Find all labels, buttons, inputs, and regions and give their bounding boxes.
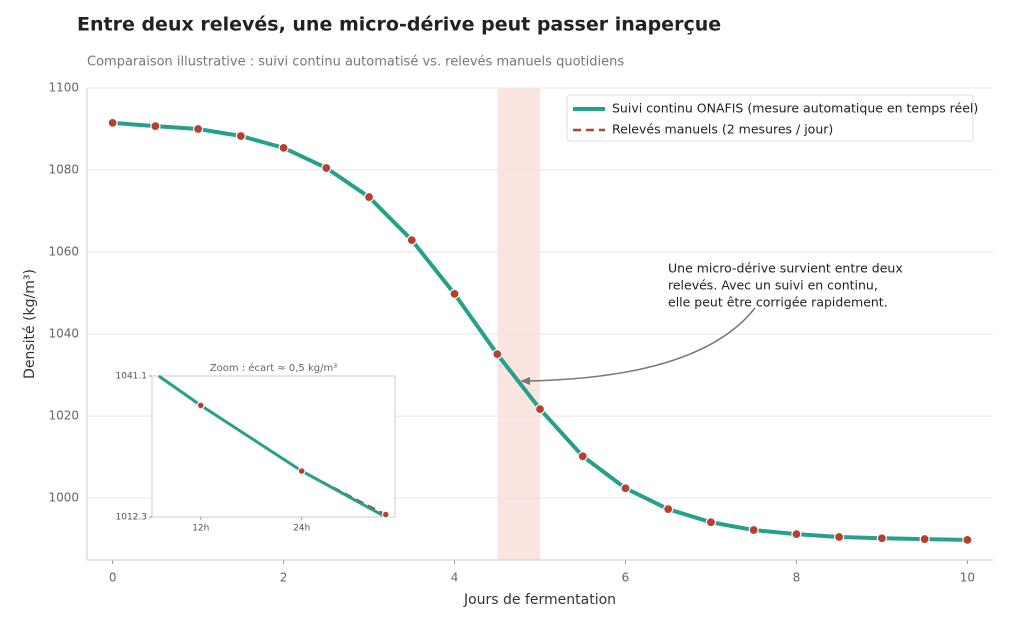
x-tick-label: 6 (622, 571, 630, 585)
annotation-text: Une micro-dérive survient entre deux (668, 261, 903, 276)
data-point (278, 142, 289, 153)
x-axis-label: Jours de fermentation (463, 592, 616, 608)
y-tick-label: 1000 (48, 491, 79, 505)
data-point (297, 467, 306, 475)
arrow-head (520, 377, 530, 385)
data-point (406, 235, 417, 246)
data-point (492, 349, 503, 360)
annotation-arrow (525, 307, 756, 382)
data-point (381, 510, 390, 519)
data-point (748, 524, 759, 536)
inset-x-tick-label: 12h (192, 524, 209, 534)
data-point (620, 483, 631, 494)
data-point (107, 117, 118, 128)
x-tick-label: 2 (280, 571, 288, 585)
legend-label: Suivi continu ONAFIS (mesure automatique… (612, 101, 978, 116)
y-tick-label: 1080 (48, 163, 79, 177)
x-tick-label: 8 (793, 571, 801, 585)
data-point (663, 504, 674, 515)
data-point (577, 451, 588, 462)
inset-x-tick-label: 24h (293, 524, 310, 534)
legend-label: Relevés manuels (2 mesures / jour) (612, 122, 833, 137)
chart-title: Entre deux relevés, une micro-dérive peu… (77, 14, 721, 36)
x-tick-label: 4 (451, 571, 459, 585)
data-point (876, 533, 887, 544)
y-tick-label: 1060 (48, 245, 79, 259)
data-point (705, 517, 717, 528)
chart-subtitle: Comparaison illustrative : suivi continu… (87, 55, 624, 70)
data-point (919, 533, 930, 545)
y-tick-label: 1040 (48, 327, 79, 341)
data-point (235, 130, 246, 142)
x-tick-label: 0 (109, 571, 117, 585)
annotation-text: relevés. Avec un suivi en continu, (668, 278, 878, 293)
data-point (534, 403, 546, 415)
data-point (321, 162, 332, 174)
data-point (449, 288, 460, 299)
inset-title: Zoom : écart ≈ 0,5 kg/m³ (210, 362, 337, 374)
inset-y-tick-label: 1012.3 (116, 513, 148, 523)
data-point (196, 401, 205, 410)
data-point (834, 531, 845, 543)
data-point (962, 534, 973, 546)
annotation-text: elle peut être corrigée rapidement. (668, 295, 888, 310)
highlight-band (497, 88, 540, 560)
data-point (193, 123, 204, 135)
y-axis-label: Densité (kg/m³) (22, 269, 38, 379)
inset-y-tick-label: 1041.1 (116, 372, 148, 382)
legend-box (566, 94, 974, 142)
data-point (150, 121, 161, 132)
y-tick-label: 1020 (48, 409, 79, 423)
line-series (157, 374, 387, 519)
x-tick-label: 10 (960, 571, 975, 585)
y-tick-label: 1100 (48, 81, 79, 95)
data-point (363, 191, 375, 203)
data-point (791, 529, 802, 540)
